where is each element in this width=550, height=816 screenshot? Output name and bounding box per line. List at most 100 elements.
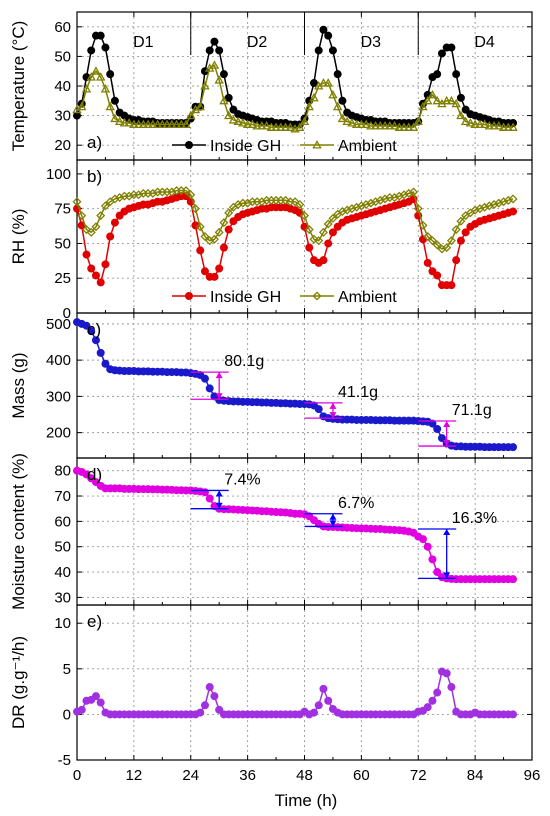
data-point [133, 119, 144, 129]
data-point [233, 199, 243, 210]
data-point [181, 119, 191, 129]
data-point [447, 43, 456, 52]
data-point [152, 119, 163, 129]
annotation-arrowhead [443, 528, 451, 535]
annotation-arrowhead [329, 412, 337, 419]
data-point [114, 116, 125, 126]
data-point [337, 206, 347, 216]
annotation-arrowhead [215, 502, 223, 509]
data-point [408, 122, 419, 131]
frame-layer [76, 11, 533, 761]
data-point [295, 199, 305, 210]
data-point [470, 205, 480, 215]
legend-marker [184, 291, 193, 300]
data-point [428, 696, 437, 705]
data-point [195, 222, 205, 232]
data-point [390, 193, 400, 203]
data-point [427, 89, 438, 99]
x-tick-label: 72 [410, 767, 427, 784]
data-point [186, 110, 196, 120]
data-point [91, 271, 100, 280]
data-point [319, 25, 328, 34]
data-point [509, 443, 518, 452]
data-point [509, 207, 518, 216]
data-point [200, 231, 210, 242]
data-point [456, 236, 465, 245]
legend-label: Ambient [338, 138, 397, 155]
data-point [333, 70, 342, 79]
data-point [224, 93, 233, 102]
data-point [101, 260, 110, 269]
data-point [215, 46, 224, 55]
data-point [96, 278, 105, 287]
data-point [494, 198, 504, 208]
data-point [503, 195, 513, 205]
y-tick-label: 50 [54, 539, 71, 556]
annotation-arrowhead [443, 572, 451, 579]
x-tick-label: 48 [296, 767, 313, 784]
data-point [77, 705, 86, 714]
legend-marker [312, 291, 322, 301]
data-point [101, 43, 110, 52]
data-point [200, 488, 209, 497]
data-point [460, 116, 471, 126]
x-tick-label: 0 [73, 767, 81, 784]
data-point [214, 227, 224, 237]
data-point [210, 37, 219, 46]
data-point [224, 225, 233, 234]
day-label: D3 [361, 34, 382, 51]
data-point [106, 232, 115, 241]
data-point [441, 95, 452, 105]
data-point [509, 575, 518, 584]
data-point [489, 121, 499, 130]
data-point [205, 384, 214, 393]
series-line-c-0 [76, 321, 513, 448]
y-tick-label: 80 [54, 463, 71, 480]
data-point [461, 228, 470, 237]
data-point [324, 696, 333, 705]
data-point [319, 684, 328, 693]
data-point [314, 46, 323, 55]
x-tick-label: 60 [353, 767, 370, 784]
data-point [252, 121, 262, 130]
data-point [157, 119, 168, 129]
data-point [456, 93, 465, 102]
y-tick-label: 75 [54, 201, 71, 218]
y-tick-label: 50 [54, 48, 71, 65]
data-point [110, 113, 120, 123]
day-label: D1 [133, 34, 154, 51]
data-point [465, 118, 476, 127]
data-point [271, 122, 281, 131]
data-point [323, 219, 333, 229]
data-point [214, 75, 224, 84]
data-point [257, 197, 267, 207]
data-point [219, 243, 228, 252]
data-point [480, 202, 490, 212]
data-point [508, 122, 518, 131]
data-point [324, 239, 333, 248]
data-point [370, 121, 381, 130]
data-point [266, 122, 277, 131]
data-point [281, 195, 291, 205]
x-tick-label: 24 [182, 767, 199, 784]
data-point [91, 66, 101, 75]
panel-label: d) [87, 465, 102, 484]
data-point [332, 101, 343, 111]
data-point [361, 199, 371, 210]
y-tick-label: 5 [63, 661, 71, 678]
y-tick-label: 200 [46, 425, 71, 442]
data-point [91, 336, 100, 345]
data-point [328, 228, 337, 237]
data-point [223, 110, 234, 120]
data-point [509, 710, 518, 719]
data-point [210, 692, 219, 701]
data-point [366, 121, 376, 130]
data-point [87, 327, 96, 336]
data-point [328, 89, 338, 99]
data-point [247, 119, 258, 129]
data-point [200, 267, 209, 276]
legend-marker [184, 140, 193, 149]
data-point [285, 122, 295, 131]
annotation-label: 7.4% [224, 471, 260, 488]
